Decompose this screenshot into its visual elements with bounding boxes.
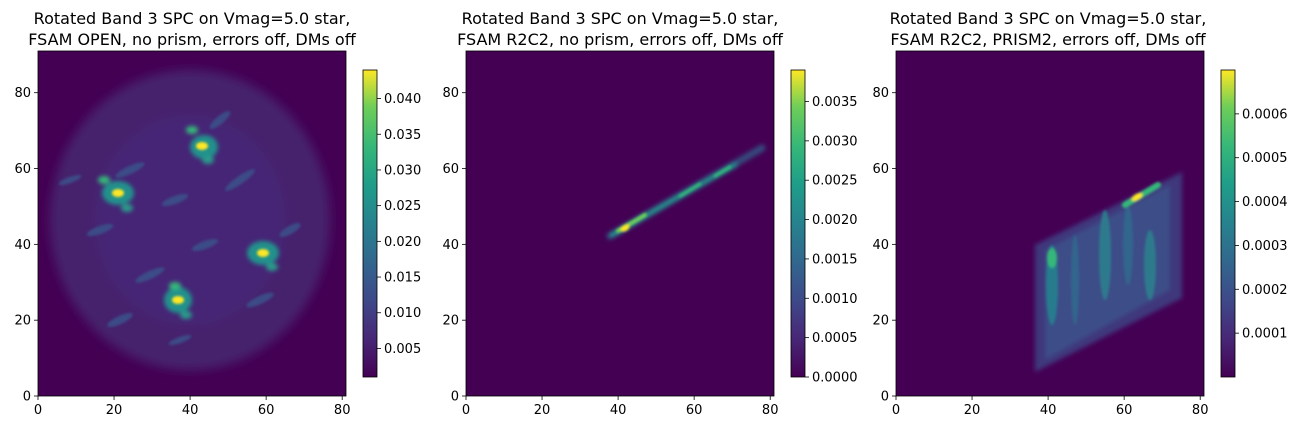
colorbar-tick-label: 0.0005 [1242, 151, 1288, 166]
panel-3-colorbar: 0.0001 0.0002 0.0003 0.0004 0.0005 0.0006 [1220, 69, 1288, 378]
y-tick-label: 20 [442, 314, 459, 329]
x-tick-label: 0 [462, 403, 470, 418]
x-tick-label: 40 [610, 403, 627, 418]
colorbar-tick-label: 0.015 [384, 271, 421, 286]
y-tick-label: 80 [872, 86, 889, 101]
x-tick-label: 60 [258, 403, 275, 418]
y-tick-label: 80 [14, 86, 31, 101]
y-tick-label: 60 [872, 162, 889, 177]
x-tick-label: 0 [892, 403, 900, 418]
colorbar-tick-label: 0.005 [384, 342, 421, 357]
panel-2-heatmap [466, 51, 774, 396]
y-tick-label: 20 [872, 314, 889, 329]
panel-1-x-axis: 0 20 40 60 80 [34, 396, 351, 418]
colorbar-tick-label: 0.0010 [812, 292, 858, 307]
y-tick-label: 60 [14, 162, 31, 177]
colorbar-tick-label: 0.0015 [812, 252, 858, 267]
colorbar-tick-label: 0.0005 [812, 331, 858, 346]
colorbar-tick-label: 0.0030 [812, 134, 858, 149]
panel-3-y-axis: 0 20 40 60 80 [872, 86, 896, 405]
panel-3-x-axis: 0 20 40 60 80 [892, 396, 1209, 418]
panel-3-title-line-2: FSAM R2C2, PRISM2, errors off, DMs off [890, 30, 1206, 49]
panel-fsam-open: Rotated Band 3 SPC on Vmag=5.0 star, FSA… [14, 9, 421, 418]
x-tick-label: 40 [182, 403, 199, 418]
colorbar-tick-label: 0.010 [384, 306, 421, 321]
panel-3-heatmap [896, 51, 1204, 396]
panel-1-frame [37, 50, 347, 397]
panel-2-x-axis: 0 20 40 60 80 [462, 396, 779, 418]
panel-1-colorbar: 0.005 0.010 0.015 0.020 0.025 0.030 0.035 0.040 [362, 69, 421, 378]
panel-2-frame [465, 50, 775, 397]
colorbar-tick-label: 0.0002 [1242, 283, 1288, 298]
panel-2-title-line-2: FSAM R2C2, no prism, errors off, DMs off [457, 30, 784, 49]
colorbar-tick-label: 0.0001 [1242, 327, 1288, 342]
panel-fsam-r2c2-prism2: Rotated Band 3 SPC on Vmag=5.0 star, FSA… [872, 9, 1287, 418]
panel-2-colorbar: 0.0000 0.0005 0.0010 0.0015 0.0020 0.0025 0.00… [790, 69, 858, 386]
x-tick-label: 40 [1040, 403, 1057, 418]
colorbar-tick-label: 0.020 [384, 235, 421, 250]
colorbar-tick-label: 0.0000 [812, 371, 858, 386]
colorbar-tick-label: 0.030 [384, 163, 421, 178]
x-tick-label: 20 [964, 403, 981, 418]
panel-3-frame [895, 50, 1205, 397]
y-tick-label: 40 [442, 238, 459, 253]
y-tick-label: 40 [14, 238, 31, 253]
y-tick-label: 0 [881, 390, 889, 405]
y-tick-label: 0 [23, 390, 31, 405]
panel-fsam-r2c2: Rotated Band 3 SPC on Vmag=5.0 star, FSA… [442, 9, 857, 418]
y-tick-label: 40 [872, 238, 889, 253]
y-tick-label: 80 [442, 86, 459, 101]
panel-1-y-axis: 0 20 40 60 80 [14, 86, 38, 405]
colorbar-tick-label: 0.025 [384, 199, 421, 214]
panel-2-y-axis: 0 20 40 60 80 [442, 86, 466, 405]
panel-1-heatmap [38, 51, 346, 396]
colorbar-tick-label: 0.0035 [812, 95, 858, 110]
colorbar-tick-label: 0.0004 [1242, 195, 1288, 210]
y-tick-label: 20 [14, 314, 31, 329]
y-tick-label: 60 [442, 162, 459, 177]
x-tick-label: 20 [106, 403, 123, 418]
colorbar-tick-label: 0.040 [384, 92, 421, 107]
colorbar-tick-label: 0.0020 [812, 213, 858, 228]
y-tick-label: 0 [451, 390, 459, 405]
x-tick-label: 0 [34, 403, 42, 418]
panel-3-title-line-1: Rotated Band 3 SPC on Vmag=5.0 star, [890, 9, 1207, 28]
x-tick-label: 60 [1116, 403, 1133, 418]
panel-2-title-line-1: Rotated Band 3 SPC on Vmag=5.0 star, [462, 9, 779, 28]
x-tick-label: 60 [686, 403, 703, 418]
colorbar-tick-label: 0.0006 [1242, 107, 1288, 122]
colorbar-tick-label: 0.035 [384, 128, 421, 143]
x-tick-label: 80 [762, 403, 779, 418]
x-tick-label: 80 [334, 403, 351, 418]
panel-1-title-line-2: FSAM OPEN, no prism, errors off, DMs off [28, 30, 356, 49]
x-tick-label: 80 [1192, 403, 1209, 418]
panel-1-title-line-1: Rotated Band 3 SPC on Vmag=5.0 star, [34, 9, 351, 28]
colorbar-tick-label: 0.0025 [812, 174, 858, 189]
x-tick-label: 20 [534, 403, 551, 418]
colorbar-tick-label: 0.0003 [1242, 239, 1288, 254]
